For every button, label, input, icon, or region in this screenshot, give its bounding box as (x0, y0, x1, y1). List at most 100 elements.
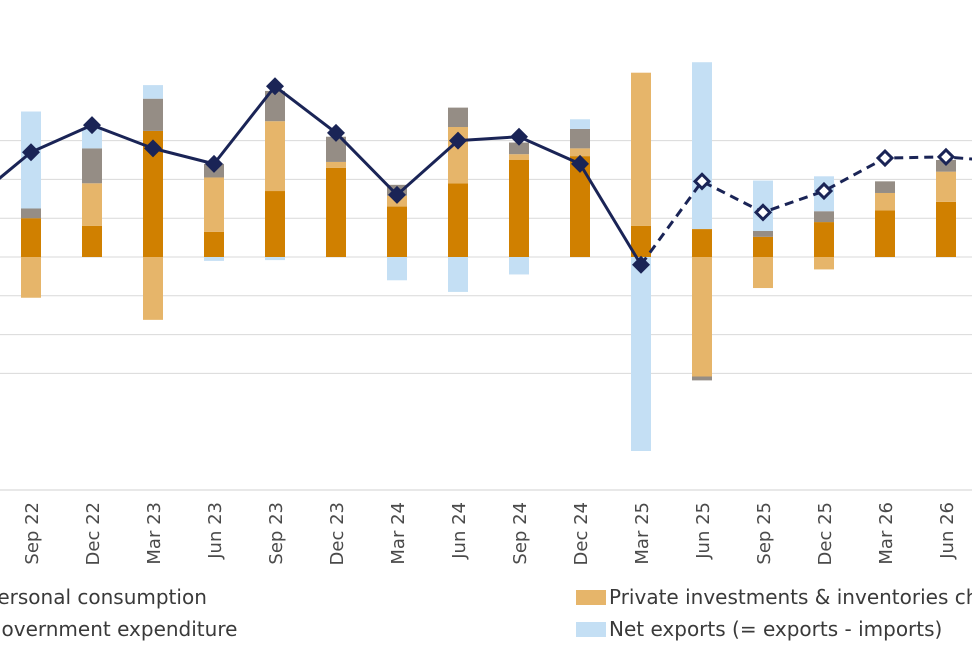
legend-label-net-exports: Net exports (= exports - imports) (609, 617, 943, 641)
legend-swatch-private-investments (576, 590, 606, 605)
legend-label-government-expenditure: Government expenditure (0, 617, 238, 641)
bar-segment (265, 121, 285, 192)
x-tick-label: Mar 26 (876, 502, 897, 565)
bar-segment (753, 236, 773, 257)
bar-segment (753, 231, 773, 237)
x-tick-label: Jun 23 (205, 502, 226, 560)
bar-segment (21, 208, 41, 219)
x-tick-label: Dec 23 (327, 502, 348, 565)
bar-segment (448, 257, 468, 292)
bar-segment (326, 167, 346, 257)
bar-segment (509, 257, 529, 275)
total-marker (83, 116, 101, 135)
legend-item-net-exports: Net exports (= exports - imports) (576, 617, 942, 641)
bar-segment (814, 211, 834, 223)
bar-segment (326, 161, 346, 168)
bar-segment (875, 192, 895, 211)
bar-segment (448, 183, 468, 257)
total-marker (449, 131, 467, 150)
total-marker-forecast (692, 172, 712, 191)
total-marker (327, 123, 345, 142)
bar-segment (936, 201, 956, 257)
total-markers (22, 77, 956, 274)
bar-segment (570, 128, 590, 149)
bar-segment (82, 128, 102, 149)
bar-segment (204, 231, 224, 257)
bar-segment (326, 136, 346, 162)
bar-segment (814, 222, 834, 257)
bar-segment (692, 376, 712, 381)
legend-swatch-net-exports (576, 622, 606, 637)
total-marker (571, 154, 589, 173)
x-tick-label: Sep 25 (754, 502, 775, 565)
legend-label-personal-consumption: Personal consumption (0, 585, 207, 609)
x-tick-label: Dec 22 (83, 502, 104, 565)
bar-segment (753, 257, 773, 289)
total-marker (388, 185, 406, 204)
bar-segment (692, 229, 712, 257)
bar-segment (82, 225, 102, 257)
total-marker (632, 255, 650, 274)
bar-segment (570, 119, 590, 129)
bar-segment (570, 148, 590, 157)
bar-segment (631, 257, 651, 451)
x-tick-label: Jun 24 (449, 502, 470, 560)
x-tick-label: Sep 24 (510, 502, 531, 565)
bar-segment (631, 225, 651, 257)
x-tick-label: Mar 23 (144, 502, 165, 565)
bar-segment (936, 171, 956, 202)
total-marker (205, 154, 223, 173)
bar-segment (631, 72, 651, 226)
x-tick-label: Mar 24 (388, 502, 409, 565)
x-tick-label: Dec 25 (815, 502, 836, 565)
bar-segment (387, 257, 407, 281)
x-tick-label: Jun 26 (937, 502, 958, 560)
bar-segment (509, 154, 529, 160)
total-marker-forecast (814, 181, 834, 201)
bar-segment (265, 90, 285, 122)
bar-segment (448, 107, 468, 128)
x-tick-label: Mar 25 (632, 502, 653, 565)
bar-segment (570, 156, 590, 257)
bar-segment (875, 181, 895, 193)
bar-segment (143, 257, 163, 320)
total-marker (144, 139, 162, 158)
bar-segment (143, 85, 163, 99)
bar-stacks (21, 62, 956, 451)
legend-item-personal-consumption: Personal consumption (0, 585, 207, 609)
bar-segment (509, 142, 529, 155)
bar-segment (204, 257, 224, 261)
bar-segment (82, 183, 102, 226)
total-marker-forecast (936, 147, 956, 167)
total-line-actual (0, 84, 643, 266)
bar-segment (875, 210, 895, 257)
legend-item-private-investments: Private investments & inventories cha (576, 585, 972, 609)
x-tick-label: Dec 24 (571, 502, 592, 565)
bar-segment (21, 257, 41, 298)
total-marker (266, 77, 284, 96)
bar-segment (204, 177, 224, 232)
bar-segment (21, 218, 41, 257)
bar-segment (814, 257, 834, 270)
total-marker (510, 127, 528, 146)
bar-segment (692, 62, 712, 230)
bar-segment (387, 206, 407, 257)
legend-item-government-expenditure: Government expenditure (0, 617, 237, 641)
bar-segment (692, 257, 712, 377)
total-line-forecast (639, 155, 972, 266)
total-marker-forecast (875, 148, 895, 168)
total-marker-forecast (753, 203, 773, 222)
legend-label-private-investments: Private investments & inventories cha (609, 585, 972, 609)
total-marker (22, 143, 40, 162)
bar-segment (265, 257, 285, 261)
x-tick-label: Sep 22 (22, 502, 43, 565)
x-tick-label: Sep 23 (266, 502, 287, 565)
x-tick-labels: Sep 22 Dec 22 Mar 23 Jun 23 Sep 23 Dec 23 Mar … (22, 502, 958, 565)
bar-segment (265, 191, 285, 257)
bar-segment (509, 160, 529, 257)
bar-segment (143, 98, 163, 131)
bar-segment (143, 130, 163, 257)
x-tick-label: Jun 25 (693, 502, 714, 560)
bar-segment (82, 148, 102, 184)
